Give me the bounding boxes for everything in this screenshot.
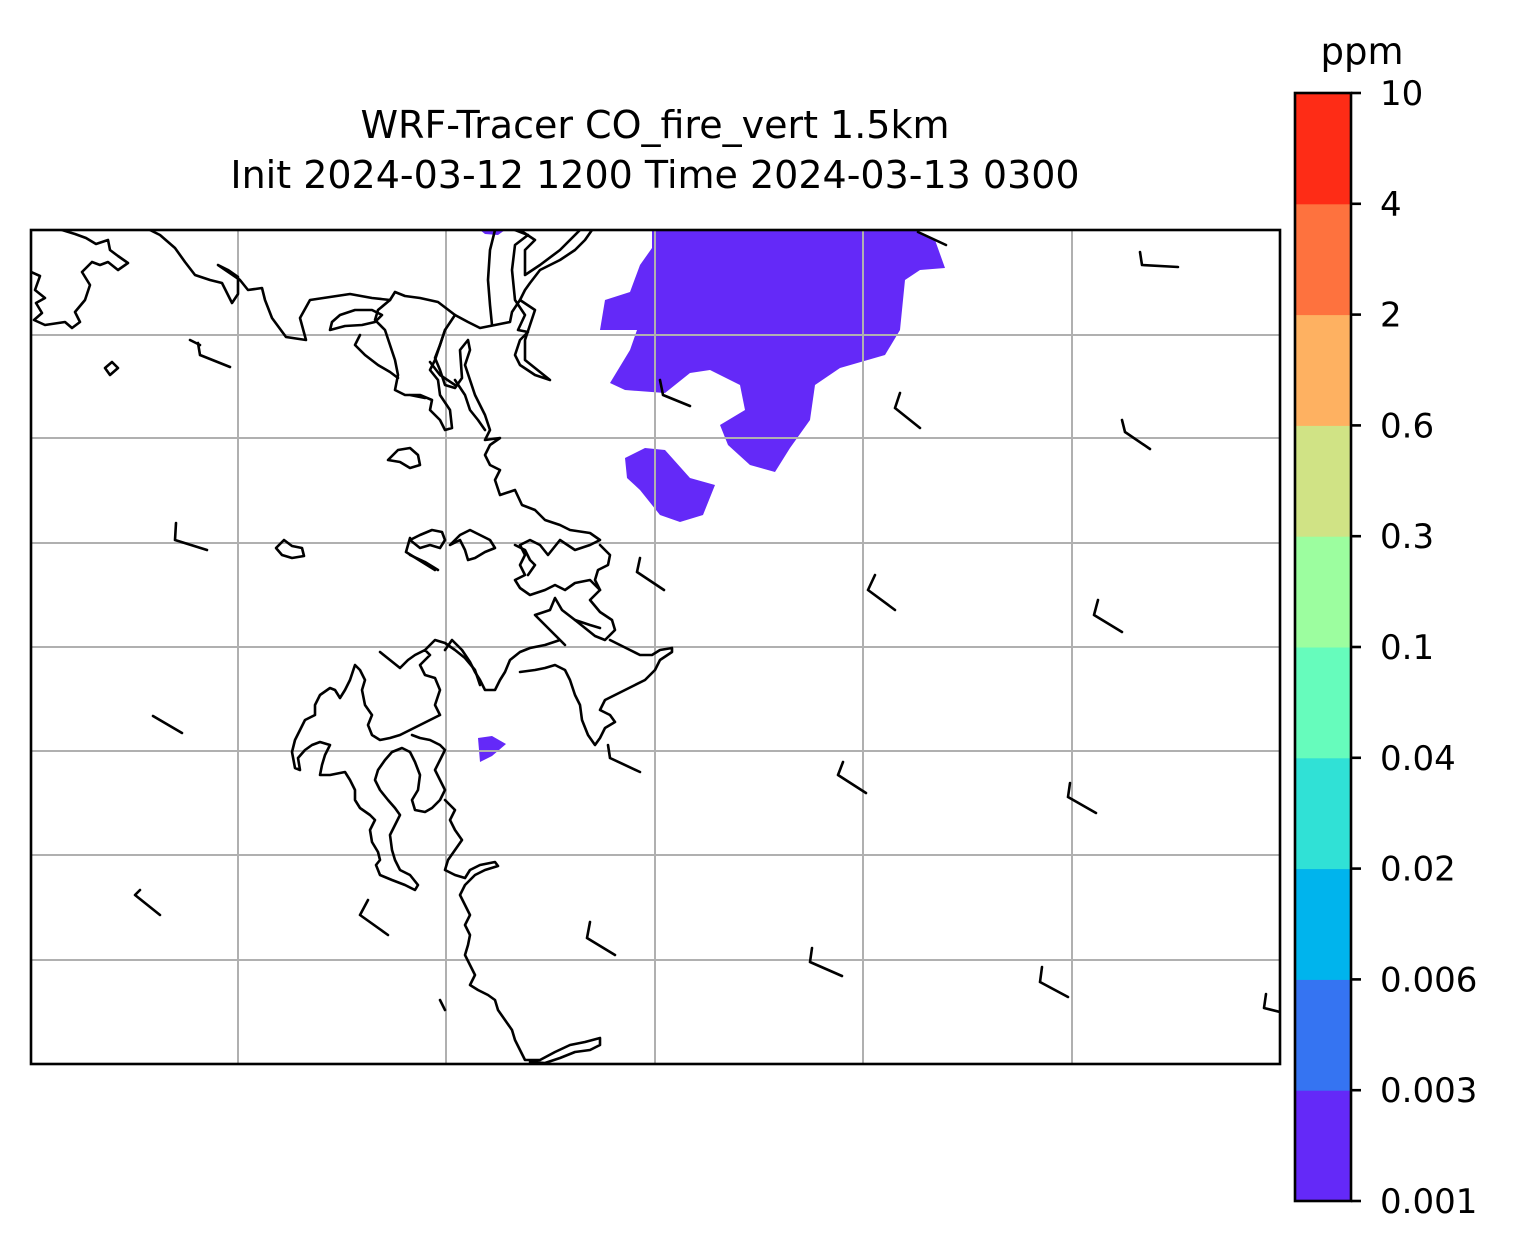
colorbar-band (1295, 425, 1351, 537)
wind-barb (866, 573, 897, 612)
colorbar-tick-label: 0.1 (1380, 628, 1434, 668)
wind-barb (1120, 418, 1152, 451)
coastline-islands-north (103, 308, 384, 377)
wind-barbs (133, 230, 1280, 1014)
colorbar-tick-label: 0.02 (1380, 850, 1456, 890)
wind-barb (606, 743, 642, 774)
colorbar-band (1295, 203, 1351, 316)
wind-barb (1092, 598, 1124, 634)
coastlines (31, 230, 674, 1064)
coastline-northwest (31, 230, 130, 330)
coastline-fjords (353, 298, 487, 432)
wind-barb (196, 341, 232, 369)
colorbar-ticks: 0.001 0.003 0.006 0.02 0.04 0.1 0.3 0.6 2 4 10 (1351, 74, 1477, 1222)
wind-barb (358, 898, 390, 937)
colorbar-band (1295, 757, 1351, 870)
colorbar-band (1295, 647, 1351, 759)
coastline-island-south (438, 998, 447, 1012)
colorbar-tick-label: 0.003 (1380, 1071, 1477, 1111)
colorbar-tick-label: 10 (1380, 74, 1423, 114)
wind-barb (133, 888, 162, 917)
colorbar-band (1295, 314, 1351, 426)
colorbar-tick-label: 0.006 (1380, 960, 1477, 1000)
colorbar-band (1295, 93, 1351, 205)
coastline-inlet (486, 230, 582, 382)
coastline-south-peninsula (443, 798, 602, 1064)
wind-barb (1038, 965, 1070, 999)
co-plume-layer (478, 230, 945, 762)
colorbar-tick-label: 0.04 (1380, 739, 1456, 779)
wind-barb (893, 391, 922, 430)
colorbar-tick-label: 4 (1380, 185, 1402, 225)
wind-barb (1262, 992, 1280, 1014)
coastline-islet-1 (386, 446, 422, 470)
wind-barb (173, 521, 209, 552)
colorbar-band (1295, 868, 1351, 980)
co-plume-north (600, 230, 945, 472)
co-plume-south (478, 736, 506, 762)
title-line-2: Init 2024-03-12 1200 Time 2024-03-13 030… (230, 153, 1080, 197)
gridlines (31, 230, 1280, 1064)
colorbar-tick-label: 0.001 (1380, 1182, 1477, 1222)
wind-barb (585, 920, 617, 957)
wind-barb (404, 536, 437, 572)
wind-barb (808, 946, 844, 978)
colorbar-tick-label: 2 (1380, 296, 1402, 336)
coastline-east-peninsula (518, 543, 674, 747)
coastline-central-west (433, 313, 617, 692)
wind-barb (658, 378, 692, 408)
title-line-1: WRF-Tracer CO_fire_vert 1.5km (360, 103, 950, 147)
coastline-southwest (290, 638, 482, 892)
colorbar-band (1295, 979, 1351, 1091)
co-plume-middle (625, 448, 715, 522)
map-title: WRF-Tracer CO_fire_vert 1.5km Init 2024-… (30, 100, 1280, 200)
colorbar: 0.001 0.003 0.006 0.02 0.04 0.1 0.3 0.6 2 4 10 ppm (1293, 30, 1477, 1222)
map-frame (29, 228, 1282, 1066)
wind-barb (151, 714, 184, 735)
colorbar-tick-label: 0.3 (1380, 517, 1434, 557)
colorbar-unit-label: ppm (1320, 30, 1403, 73)
wind-barb (635, 556, 666, 592)
coastline-islands-middle (408, 528, 537, 577)
coastline-islet-2 (274, 538, 306, 560)
colorbar-band (1295, 1090, 1351, 1202)
wind-barb (1066, 781, 1098, 815)
colorbar-band (1295, 536, 1351, 648)
colorbar-tick-label: 0.6 (1380, 406, 1434, 446)
wind-barb (836, 760, 868, 795)
colorbar-bands (1295, 93, 1351, 1202)
wind-barb (1138, 250, 1180, 269)
wind-barb (916, 230, 948, 247)
